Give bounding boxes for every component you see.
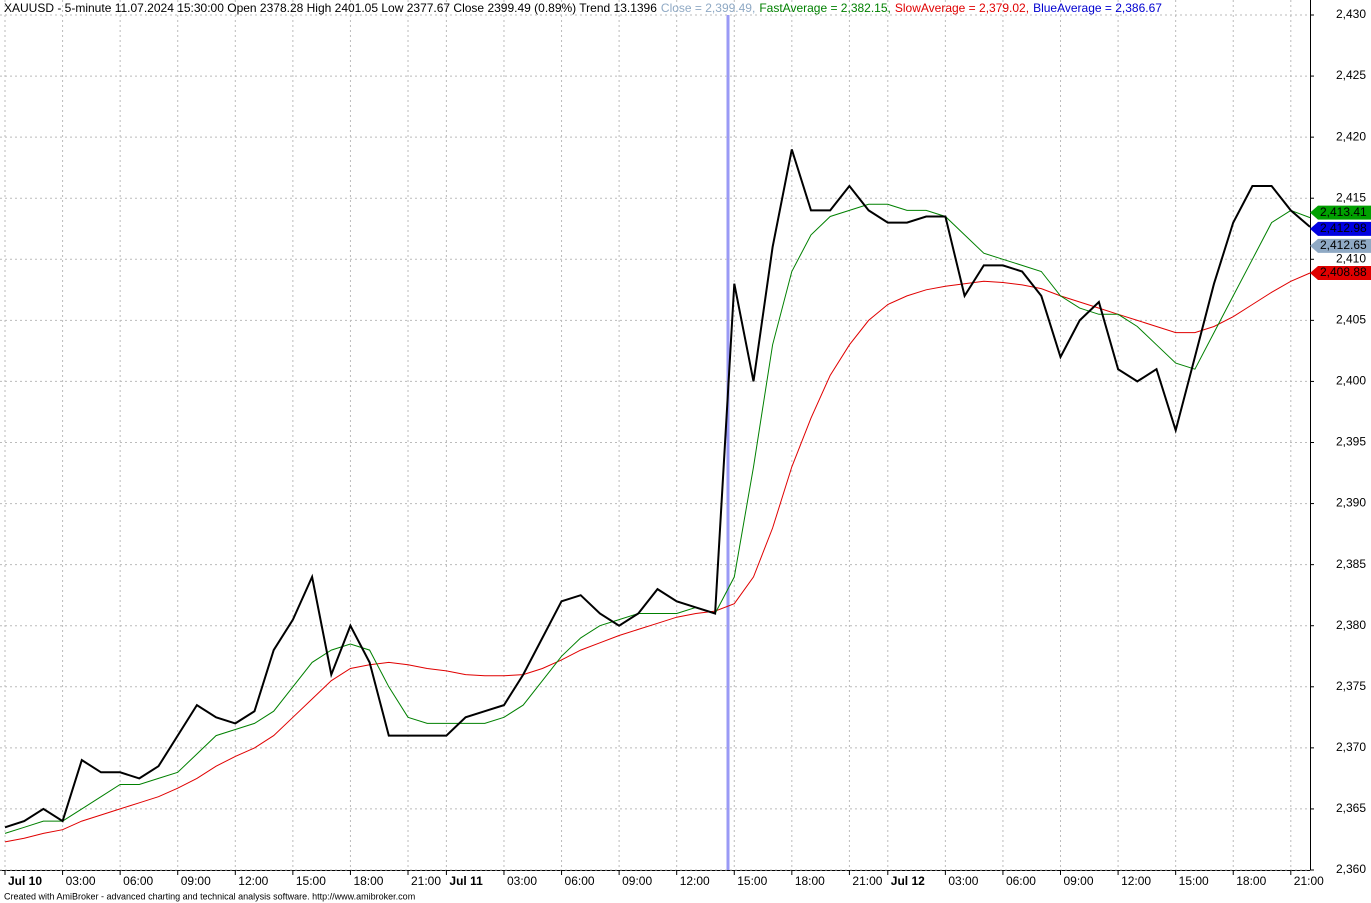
- series-line: [4, 272, 1311, 843]
- y-tick-label: 2,365: [1336, 801, 1366, 815]
- x-tick-label: 18:00: [1236, 874, 1266, 888]
- legend-item: Close = 2,399.49,: [661, 1, 755, 15]
- title: XAUUSD - 5-minute 11.07.2024 15:30:00 Op…: [4, 1, 657, 15]
- x-tick-label: 15:00: [737, 874, 767, 888]
- footer: Created with AmiBroker - advanced charti…: [4, 891, 415, 901]
- legend-item: SlowAverage = 2,379.02,: [895, 1, 1029, 15]
- x-tick-label: Jul 12: [891, 874, 925, 888]
- x-tick-label: 06:00: [123, 874, 153, 888]
- lines: [4, 149, 1311, 843]
- header: XAUUSD - 5-minute 11.07.2024 15:30:00 Op…: [4, 1, 1162, 15]
- x-tick-label: 03:00: [507, 874, 537, 888]
- x-tick-label: 18:00: [353, 874, 383, 888]
- x-tick-label: 06:00: [1006, 874, 1036, 888]
- x-tick-label: 15:00: [1179, 874, 1209, 888]
- x-tick-label: Jul 10: [8, 874, 42, 888]
- y-tick-label: 2,380: [1336, 618, 1366, 632]
- x-tick-label: 06:00: [565, 874, 595, 888]
- y-tick-label: 2,390: [1336, 496, 1366, 510]
- x-tick-label: 09:00: [1064, 874, 1094, 888]
- x-tick-label: 21:00: [411, 874, 441, 888]
- legend-item: FastAverage = 2,382.15,: [759, 1, 891, 15]
- x-tick-label: 03:00: [948, 874, 978, 888]
- x-tick-label: 18:00: [795, 874, 825, 888]
- y-tick-label: 2,400: [1336, 374, 1366, 388]
- y-tick-label: 2,395: [1336, 435, 1366, 449]
- series-line: [4, 149, 1311, 829]
- x-tick-label: 12:00: [1121, 874, 1151, 888]
- y-tick-label: 2,375: [1336, 679, 1366, 693]
- grid: [0, 0, 1314, 875]
- x-tick-label: 03:00: [66, 874, 96, 888]
- x-tick-label: 21:00: [1294, 874, 1324, 888]
- x-tick-label: 12:00: [238, 874, 268, 888]
- price-tag: [1310, 265, 1371, 280]
- price-tag-label: 2,413.41: [1320, 205, 1367, 219]
- price-tag: [1310, 238, 1371, 253]
- y-tick-label: 2,360: [1336, 862, 1366, 876]
- y-tick-label: 2,370: [1336, 740, 1366, 754]
- x-tick-label: 15:00: [296, 874, 326, 888]
- y-tick-label: 2,385: [1336, 557, 1366, 571]
- legend-item: BlueAverage = 2,386.67: [1033, 1, 1162, 15]
- price-tag: [1310, 221, 1371, 236]
- price-tag-label: 2,408.88: [1320, 265, 1367, 279]
- x-tick-label: Jul 11: [449, 874, 483, 888]
- y-tick-label: 2,405: [1336, 313, 1366, 327]
- y-tick-label: 2,430: [1336, 7, 1366, 21]
- x-tick-label: 09:00: [181, 874, 211, 888]
- price-tag: [1310, 205, 1371, 220]
- y-tick-label: 2,425: [1336, 68, 1366, 82]
- x-tick-label: 09:00: [622, 874, 652, 888]
- price-tag-label: 2,412.98: [1320, 221, 1367, 235]
- series-line: [4, 203, 1311, 834]
- y-tick-label: 2,410: [1336, 251, 1366, 265]
- y-tick-label: 2,415: [1336, 190, 1366, 204]
- labels: 2,360 2,365 2,370 2,375 2,380 2,385 2,390 2,395…: [8, 7, 1371, 888]
- x-tick-label: 21:00: [852, 874, 882, 888]
- x-tick-label: 12:00: [680, 874, 710, 888]
- price-tag-label: 2,412.65: [1320, 238, 1367, 252]
- y-tick-label: 2,420: [1336, 129, 1366, 143]
